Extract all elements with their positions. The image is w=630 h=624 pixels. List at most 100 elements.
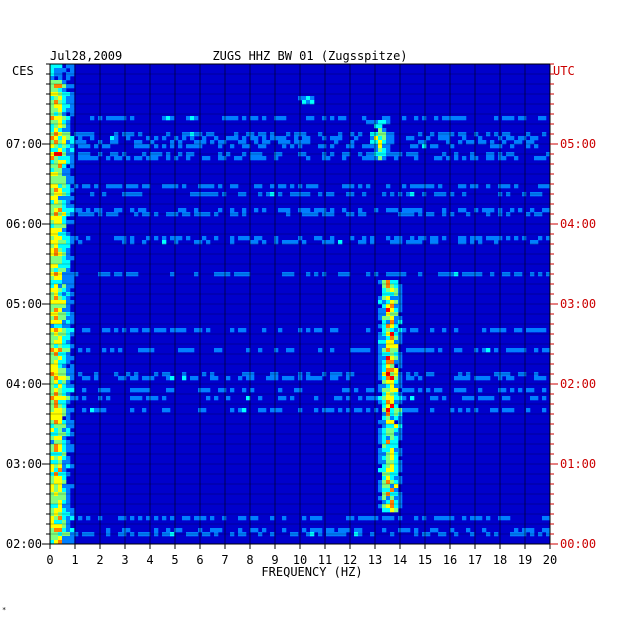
spectrogram-cell: [58, 528, 63, 533]
spectrogram-cell: [390, 364, 395, 369]
spectrogram-cell: [70, 484, 75, 489]
spectrogram-cell: [470, 240, 475, 245]
spectrogram-cell: [66, 72, 71, 77]
spectrogram-cell: [410, 240, 415, 245]
spectrogram-cell: [386, 476, 391, 481]
spectrogram-cell: [350, 236, 355, 241]
spectrogram-cell: [254, 240, 259, 245]
spectrogram-cell: [390, 328, 395, 333]
spectrogram-cell: [134, 184, 139, 189]
spectrogram-cell: [130, 208, 135, 213]
spectrogram-cell: [106, 328, 111, 333]
spectrogram-cell: [106, 156, 111, 161]
spectrogram-cell: [86, 348, 91, 353]
spectrogram-cell: [306, 100, 311, 105]
spectrogram-cell: [50, 408, 55, 413]
spectrogram-cell: [378, 124, 383, 129]
spectrogram-cell: [54, 308, 59, 313]
spectrogram-cell: [70, 388, 75, 393]
spectrogram-cell: [54, 96, 59, 101]
spectrogram-cell: [146, 212, 151, 217]
spectrogram-cell: [482, 208, 487, 213]
spectrogram-cell: [394, 292, 399, 297]
spectrogram-cell: [58, 180, 63, 185]
spectrogram-cell: [118, 208, 123, 213]
spectrogram-cell: [178, 140, 183, 145]
spectrogram-cell: [506, 372, 511, 377]
spectrogram-cell: [386, 480, 391, 485]
spectrogram-cell: [58, 496, 63, 501]
spectrogram-cell: [302, 100, 307, 105]
spectrogram-cell: [54, 272, 59, 277]
spectrogram-cell: [382, 140, 387, 145]
spectrogram-cell: [390, 428, 395, 433]
spectrogram-cell: [50, 332, 55, 337]
spectrogram-cell: [58, 348, 63, 353]
spectrogram-cell: [534, 372, 539, 377]
left-tick-label: 07:00: [6, 137, 42, 151]
spectrogram-cell: [62, 200, 67, 205]
spectrogram-cell: [66, 472, 71, 477]
spectrogram-cell: [294, 136, 299, 141]
spectrogram-cell: [386, 448, 391, 453]
spectrogram-cell: [194, 532, 199, 537]
spectrogram-cell: [382, 444, 387, 449]
spectrogram-cell: [390, 132, 395, 137]
spectrogram-cell: [522, 236, 527, 241]
spectrogram-cell: [62, 256, 67, 261]
spectrogram-cell: [66, 524, 71, 529]
spectrogram-cell: [306, 156, 311, 161]
spectrogram-cell: [534, 376, 539, 381]
spectrogram-cell: [62, 108, 67, 113]
spectrogram-cell: [50, 440, 55, 445]
spectrogram-cell: [546, 272, 551, 277]
spectrogram-cell: [54, 480, 59, 485]
spectrogram-cell: [202, 136, 207, 141]
spectrogram-cell: [390, 344, 395, 349]
spectrogram-cell: [70, 448, 75, 453]
spectrogram-cell: [382, 116, 387, 121]
spectrogram-cell: [58, 296, 63, 301]
spectrogram-cell: [62, 504, 67, 509]
spectrogram-cell: [374, 156, 379, 161]
spectrogram-cell: [386, 408, 391, 413]
spectrogram-cell: [410, 152, 415, 157]
spectrogram-cell: [386, 316, 391, 321]
spectrogram-cell: [50, 308, 55, 313]
spectrogram-cell: [234, 212, 239, 217]
spectrogram-cell: [62, 540, 67, 545]
spectrogram-cell: [506, 396, 511, 401]
spectrogram-cell: [250, 136, 255, 141]
spectrogram-cell: [62, 216, 67, 221]
spectrogram-cell: [318, 376, 323, 381]
spectrogram-cell: [414, 532, 419, 537]
spectrogram-cell: [418, 388, 423, 393]
spectrogram-cell: [454, 152, 459, 157]
spectrogram-cell: [50, 264, 55, 269]
spectrogram-cell: [394, 156, 399, 161]
spectrogram-cell: [378, 316, 383, 321]
spectrogram-cell: [66, 388, 71, 393]
spectrogram-cell: [530, 532, 535, 537]
spectrogram-cell: [390, 452, 395, 457]
spectrogram-cell: [362, 116, 367, 121]
spectrogram-cell: [414, 516, 419, 521]
spectrogram-cell: [426, 184, 431, 189]
spectrogram-cell: [70, 300, 75, 305]
spectrogram-cell: [346, 528, 351, 533]
spectrogram-cell: [386, 464, 391, 469]
spectrogram-cell: [170, 376, 175, 381]
spectrogram-cell: [242, 236, 247, 241]
spectrogram-cell: [62, 100, 67, 105]
spectrogram-cell: [50, 368, 55, 373]
spectrogram-cell: [474, 156, 479, 161]
spectrogram-cell: [346, 152, 351, 157]
spectrogram-cell: [390, 352, 395, 357]
spectrogram-cell: [66, 304, 71, 309]
spectrogram-cell: [542, 116, 547, 121]
spectrogram-cell: [254, 528, 259, 533]
spectrogram-cell: [382, 408, 387, 413]
spectrogram-cell: [406, 528, 411, 533]
spectrogram-cell: [58, 216, 63, 221]
spectrogram-cell: [346, 376, 351, 381]
